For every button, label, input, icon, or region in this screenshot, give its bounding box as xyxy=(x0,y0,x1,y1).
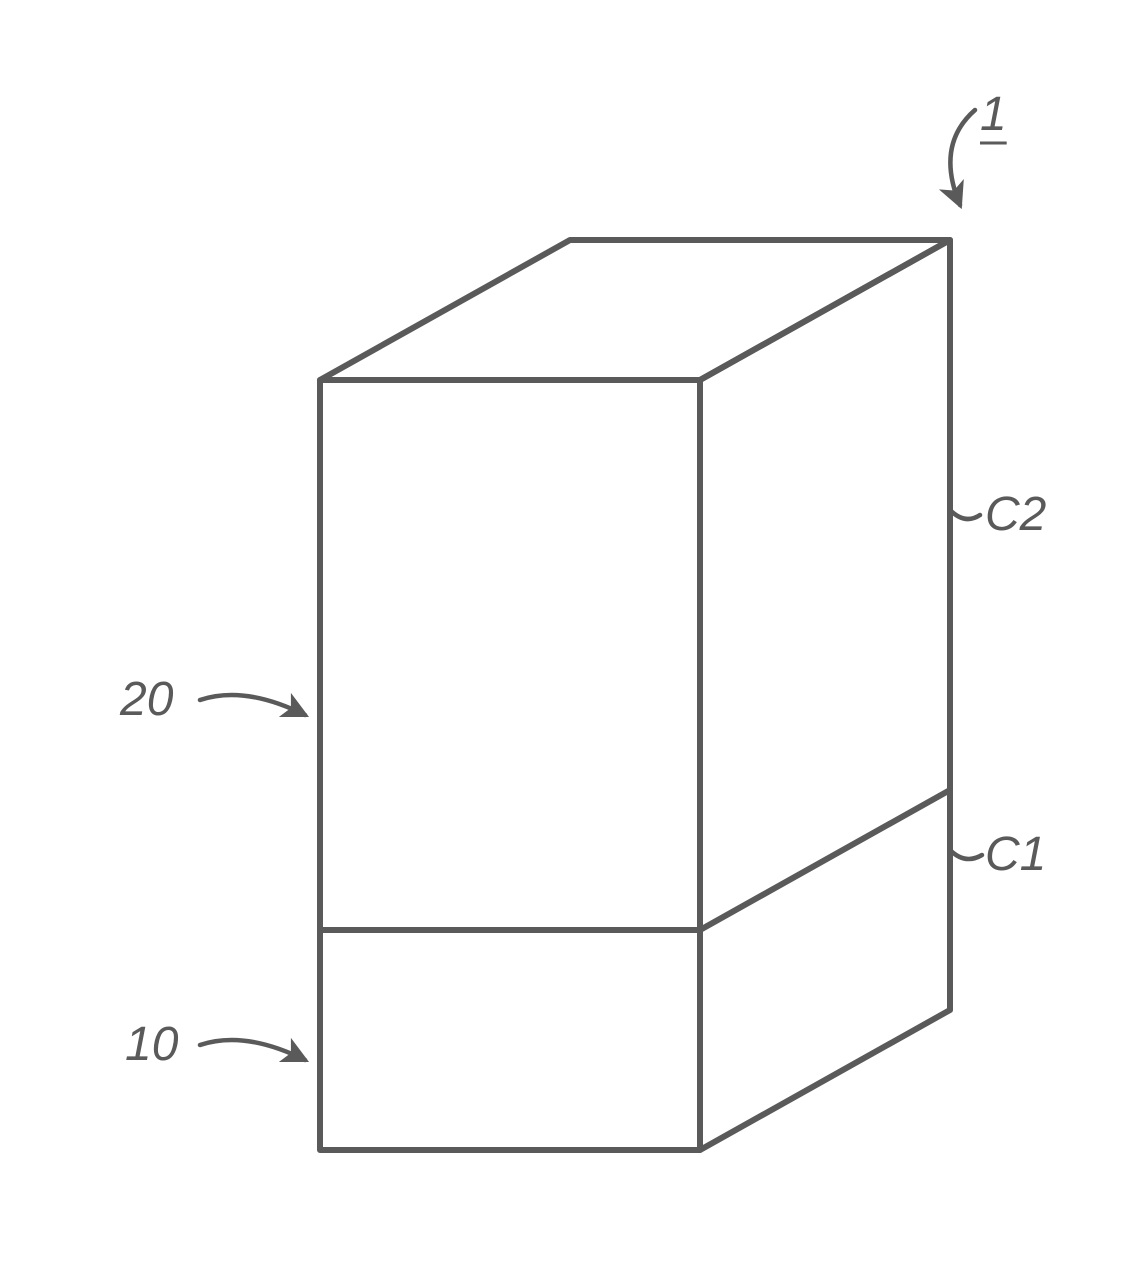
label-1: 1 xyxy=(980,88,1007,141)
label-c1: C1 xyxy=(985,828,1046,881)
diagram-canvas: 1 C2 C1 20 10 xyxy=(0,0,1145,1288)
label-10: 10 xyxy=(125,1018,179,1071)
label-c2: C2 xyxy=(985,488,1046,541)
label-20: 20 xyxy=(119,673,174,726)
